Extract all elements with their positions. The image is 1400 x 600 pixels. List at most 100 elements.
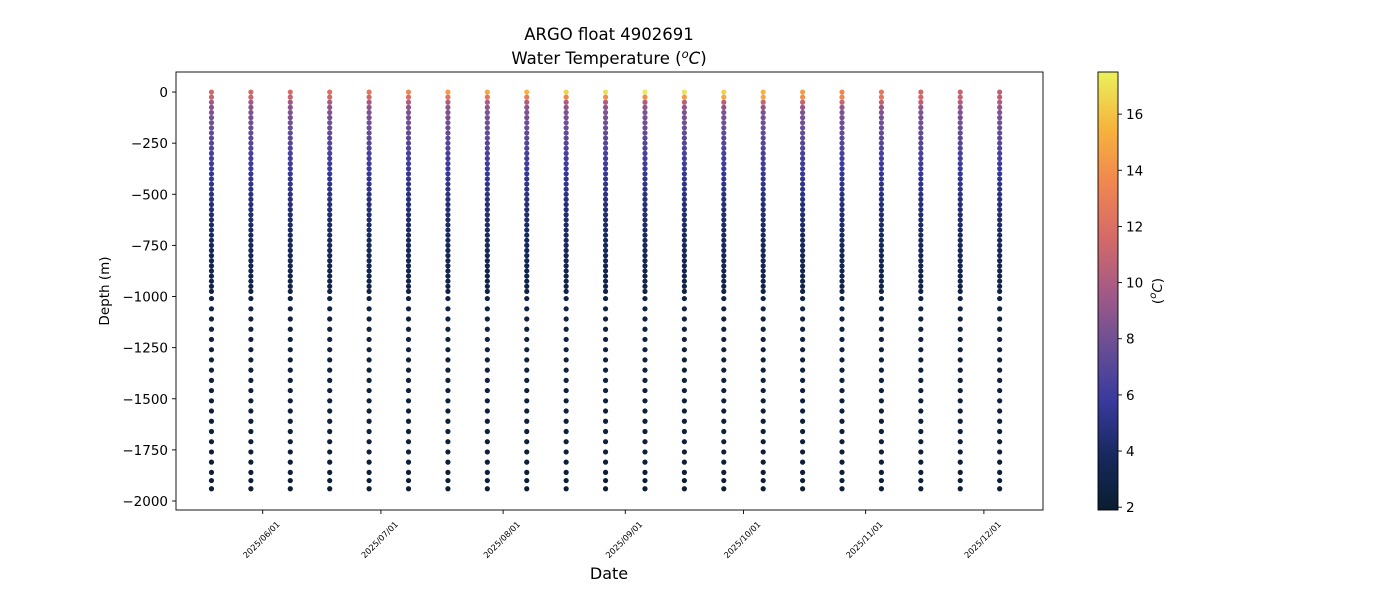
data-point <box>721 273 727 279</box>
data-point <box>878 258 885 264</box>
data-point <box>918 201 924 208</box>
data-point <box>681 186 687 192</box>
data-point <box>997 99 1003 105</box>
data-point <box>248 347 254 353</box>
data-point <box>839 125 845 131</box>
data-point <box>642 273 648 279</box>
data-point <box>208 263 215 269</box>
data-point <box>287 268 293 274</box>
data-point <box>681 288 687 295</box>
data-point <box>248 428 254 435</box>
data-point <box>563 306 569 312</box>
data-point <box>445 242 451 248</box>
data-point <box>957 377 963 383</box>
data-point <box>918 166 924 172</box>
data-point <box>366 217 372 223</box>
data-point <box>287 217 293 223</box>
profile-2025-11-15 <box>918 89 924 492</box>
data-point <box>445 288 451 295</box>
data-point <box>563 295 569 302</box>
data-point <box>957 130 963 136</box>
data-point <box>484 459 490 465</box>
data-point <box>563 268 569 274</box>
data-point <box>602 186 609 192</box>
data-point <box>287 326 293 332</box>
chart-subtitle: Water Temperature (oC) <box>511 47 706 68</box>
y-tick-label: −2000 <box>122 494 168 510</box>
data-point <box>248 140 254 146</box>
data-point <box>366 258 372 264</box>
data-point <box>997 150 1003 156</box>
data-point <box>800 418 806 424</box>
data-point <box>721 253 727 259</box>
data-point <box>997 326 1003 332</box>
data-point <box>524 140 530 146</box>
data-point <box>524 428 530 435</box>
data-point <box>484 253 490 259</box>
data-point <box>642 104 648 110</box>
data-point <box>405 306 412 312</box>
data-point <box>721 130 727 136</box>
data-point <box>563 367 569 373</box>
data-point <box>918 109 924 116</box>
data-point <box>997 120 1003 126</box>
data-point <box>445 273 451 279</box>
data-point <box>445 161 451 167</box>
data-point <box>208 408 215 414</box>
data-point <box>760 120 766 126</box>
data-point <box>524 253 530 259</box>
data-point <box>208 283 215 289</box>
data-point <box>248 125 254 131</box>
data-point <box>445 186 451 192</box>
data-point <box>918 367 924 373</box>
data-point <box>957 99 963 105</box>
data-point <box>760 227 766 233</box>
data-point <box>760 408 766 414</box>
data-point <box>484 336 490 343</box>
data-point <box>484 347 490 353</box>
data-point <box>366 181 372 187</box>
y-axis-ticks: 0 −250 −500 −750 −1000 −1250 −1500 −1750 −2000 <box>122 85 176 510</box>
data-point <box>405 377 412 383</box>
data-point <box>760 196 766 202</box>
data-point <box>445 196 451 202</box>
data-point <box>760 283 766 289</box>
data-point <box>839 212 845 218</box>
data-point <box>366 191 372 197</box>
data-point <box>366 439 372 445</box>
data-point <box>484 166 490 172</box>
data-point <box>484 439 490 445</box>
data-point <box>997 242 1003 248</box>
data-point <box>287 222 293 228</box>
data-point <box>760 258 766 264</box>
data-point <box>839 477 845 484</box>
data-point <box>681 459 687 465</box>
data-point <box>642 418 648 424</box>
data-point <box>287 135 293 141</box>
data-point <box>524 336 530 343</box>
data-point <box>524 232 530 238</box>
data-point <box>957 181 963 187</box>
data-point <box>839 398 845 404</box>
data-point <box>484 109 490 116</box>
data-point <box>760 347 766 353</box>
data-point <box>760 306 766 312</box>
data-point <box>405 130 412 136</box>
data-point <box>287 253 293 259</box>
data-point <box>405 449 412 455</box>
data-point <box>878 459 885 465</box>
data-point <box>287 99 293 105</box>
data-point <box>997 227 1003 233</box>
data-point <box>721 242 727 248</box>
data-point <box>681 398 687 404</box>
y-tick-label: −1250 <box>122 341 168 357</box>
data-point <box>878 161 885 167</box>
data-point <box>681 449 687 455</box>
data-point <box>839 161 845 167</box>
data-point <box>997 140 1003 146</box>
data-point <box>878 89 885 95</box>
data-point <box>760 104 766 110</box>
data-point <box>642 176 648 182</box>
data-point <box>287 150 293 156</box>
data-point <box>563 288 569 295</box>
